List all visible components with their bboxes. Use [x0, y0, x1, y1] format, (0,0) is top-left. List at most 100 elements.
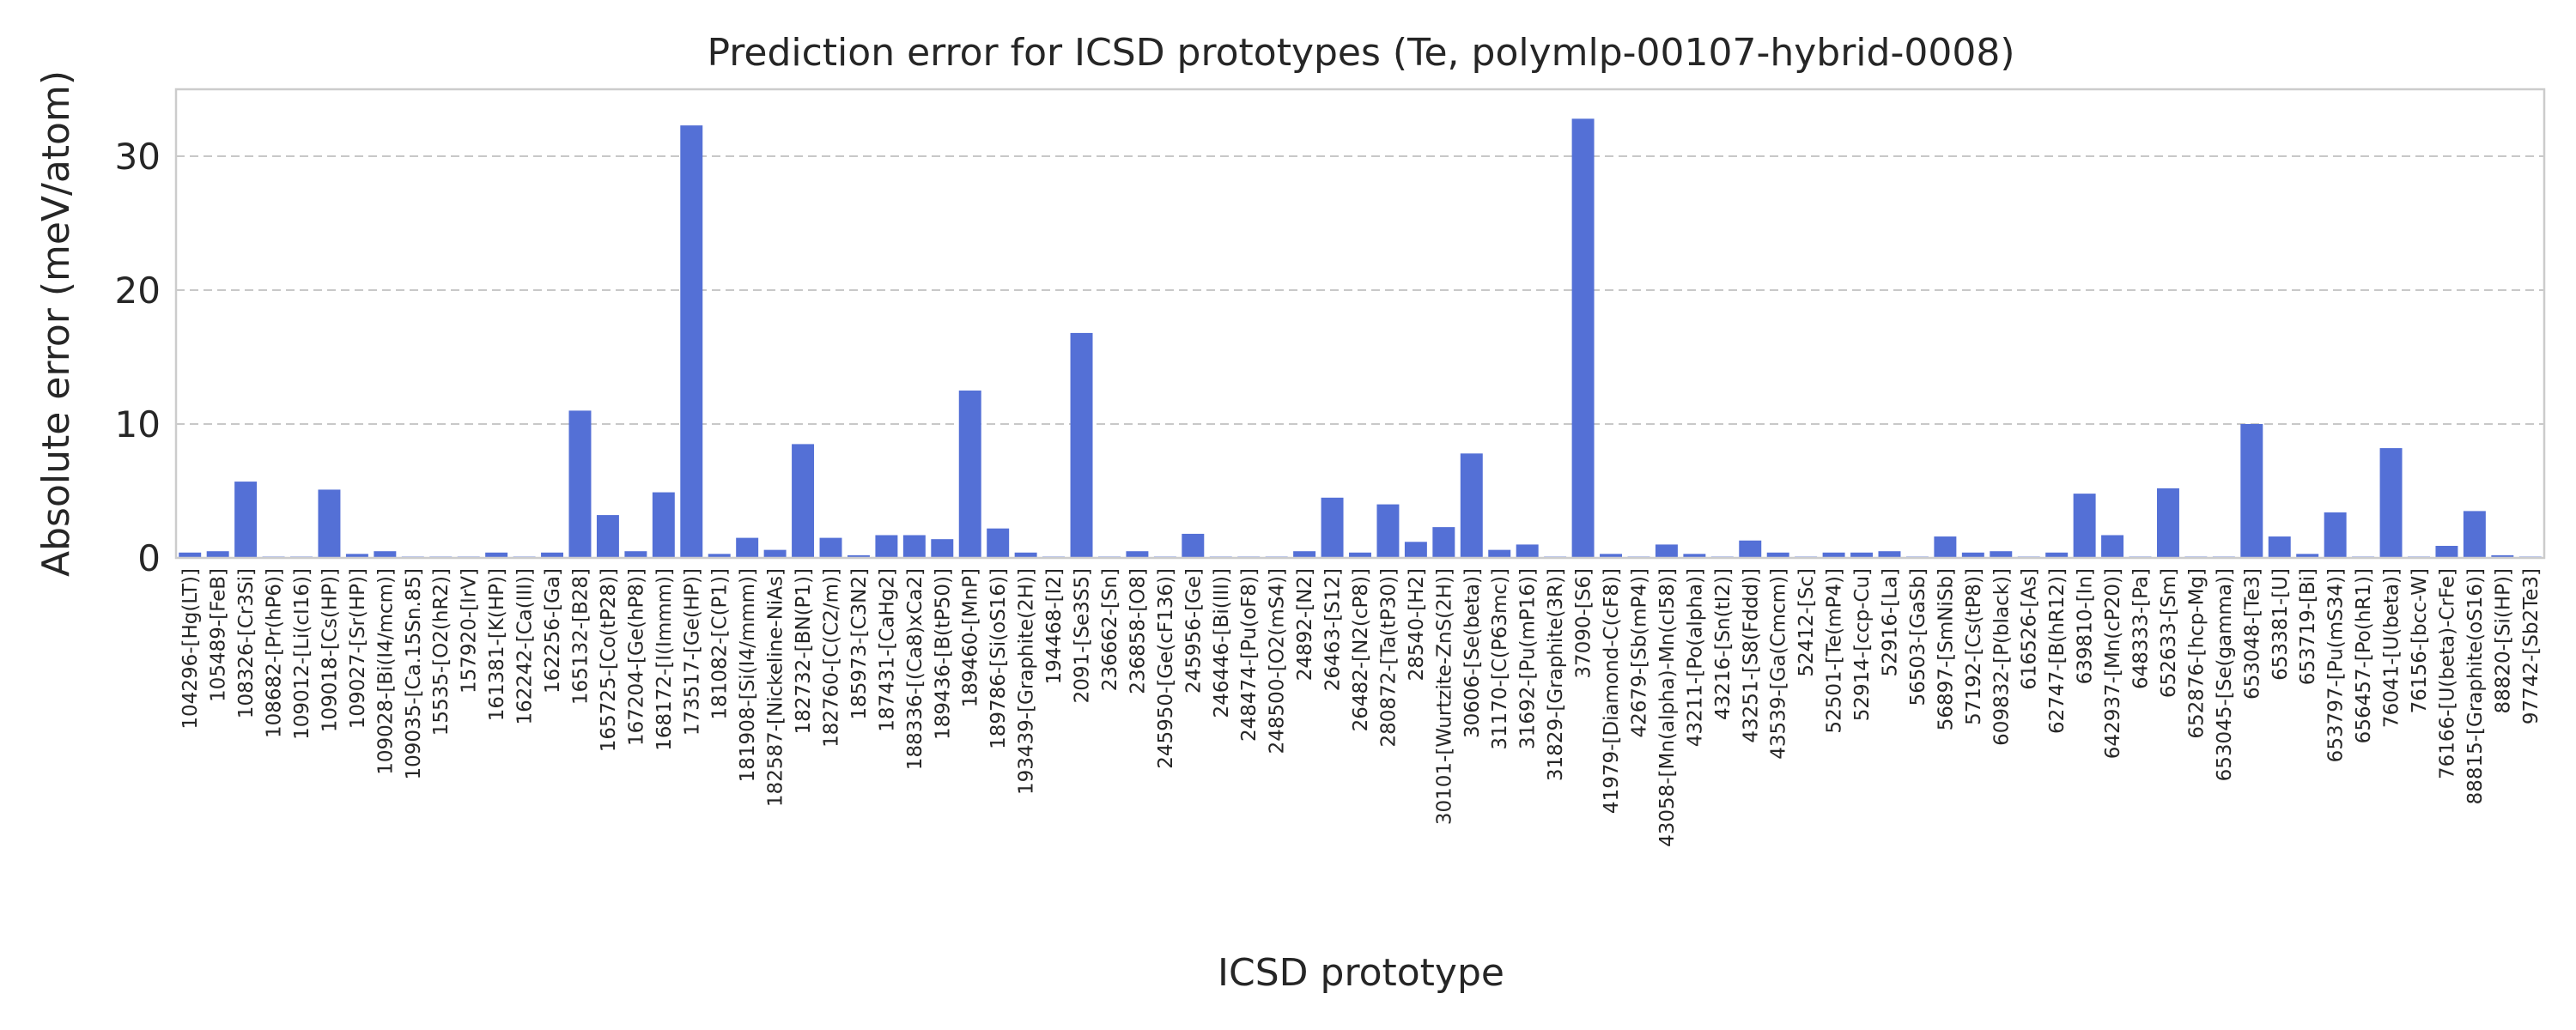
x-tick-label: 162242-[Ca(III)]	[514, 568, 537, 725]
bar	[568, 410, 592, 558]
bar	[1126, 551, 1149, 558]
bar	[1376, 504, 1400, 558]
bar	[1822, 552, 1845, 558]
x-tick-label: 182587-[Nickeline-NiAs]	[765, 568, 787, 807]
x-tick-label: 189786-[Si(oS16)]	[987, 568, 1010, 749]
x-tick-label: 31170-[C(P63mc)]	[1489, 568, 1511, 750]
bar	[652, 492, 675, 558]
x-tick-label: 245950-[Ge(cF136)]	[1155, 568, 1177, 769]
bar	[1070, 332, 1093, 558]
x-tick-label: 43216-[Sn(tI2)]	[1712, 568, 1735, 720]
x-tick-label: 656457-[Po(hR1)]	[2353, 568, 2375, 743]
x-tick-label: 616526-[As]	[2019, 568, 2041, 690]
bar	[541, 552, 564, 558]
bar	[1739, 540, 1762, 558]
x-tick-label: 108682-[Pr(hP6)]	[264, 568, 286, 738]
bar	[931, 539, 954, 558]
bar	[792, 444, 815, 558]
bar	[1460, 453, 1483, 558]
bar	[680, 125, 703, 558]
x-tick-label: 189460-[MnP]	[960, 568, 982, 707]
y-tick-label: 0	[137, 537, 161, 579]
x-tick-label: 194468-[I2]	[1043, 568, 1066, 684]
bar	[1571, 118, 1595, 558]
x-tick-label: 181082-[C(P1)]	[709, 568, 732, 720]
x-tick-label: 31692-[Pu(mP16)]	[1517, 568, 1540, 749]
x-tick-label: 15535-[O2(hR2)]	[430, 568, 453, 736]
x-tick-label: 104296-[Hg(LT)]	[179, 568, 202, 730]
x-tick-label: 193439-[Graphite(2H)]	[1016, 568, 1038, 795]
bar	[596, 515, 619, 558]
x-tick-label: 108326-[Cr3Si]	[235, 568, 258, 718]
grid-lines	[176, 155, 2544, 425]
y-tick-label: 30	[115, 136, 161, 178]
bar	[708, 554, 731, 558]
x-tick-label: 639810-[In]	[2075, 568, 2097, 684]
x-tick-label: 245956-[Ge]	[1182, 568, 1205, 694]
x-tick-label: 182732-[BN(P1)]	[793, 568, 815, 734]
x-tick-label: 167204-[Ge(hP8)]	[625, 568, 647, 746]
x-tick-label: 56897-[SmNiSb]	[1935, 568, 1957, 730]
bar	[1404, 542, 1427, 558]
x-tick-label: 181908-[Si(I4/mmm)]	[737, 568, 759, 782]
x-tick-label: 105489-[FeB]	[208, 568, 230, 702]
bar	[736, 537, 759, 558]
y-tick-labels: 0 10 20 30	[115, 136, 161, 579]
x-tick-label: 43251-[S8(Fddd)]	[1740, 568, 1762, 743]
bar	[902, 535, 926, 558]
x-tick-label: 109027-[Sr(HP)]	[347, 568, 369, 729]
x-tick-label: 88820-[Si(HP)]	[2492, 568, 2514, 714]
bar	[1600, 554, 1623, 558]
bar	[2101, 535, 2124, 558]
bar	[2268, 536, 2291, 558]
bar	[1349, 552, 1371, 558]
bar	[847, 554, 870, 558]
x-tick-label: 76041-[U(beta)]	[2381, 568, 2403, 728]
x-tick-label: 248500-[O2(mS4)]	[1267, 568, 1289, 754]
bar	[374, 551, 397, 558]
bar	[819, 537, 842, 558]
x-tick-label: 652633-[Sm]	[2158, 568, 2180, 698]
bar	[1014, 552, 1037, 558]
x-tick-label: 653719-[Bi]	[2297, 568, 2319, 685]
bar	[2296, 554, 2319, 558]
x-axis-label: ICSD prototype	[1218, 951, 1504, 995]
bar	[2045, 552, 2069, 558]
bar	[1488, 549, 1511, 558]
x-tick-label: 187431-[CaHg2]	[876, 568, 898, 732]
x-tick-label: 43211-[Po(alpha)]	[1684, 568, 1706, 747]
bar	[624, 551, 647, 558]
bar	[1432, 527, 1455, 558]
x-tick-label: 609832-[P(black)]	[1990, 568, 2013, 746]
y-axis-label: Absolute error (meV/atom)	[34, 70, 78, 577]
bar	[206, 551, 229, 558]
x-tick-labels: 104296-[Hg(LT)] 105489-[FeB] 108326-[Cr3Si…	[179, 568, 2543, 847]
bar	[1961, 552, 1984, 558]
x-tick-label: 52412-[Sc]	[1795, 568, 1818, 677]
bar	[2379, 448, 2403, 558]
x-tick-label: 26482-[N2(cP8)]	[1350, 568, 1372, 731]
x-tick-label: 188336-[(Ca8)xCa2]	[904, 568, 927, 770]
x-tick-label: 52916-[La]	[1879, 568, 1901, 676]
x-tick-label: 642937-[Mn(cP20)]	[2102, 568, 2124, 759]
bar	[1683, 554, 1706, 558]
bar	[1850, 552, 1874, 558]
x-tick-label: 30101-[Wurtzite-ZnS(2H)]	[1433, 568, 1455, 825]
x-tick-label: 109035-[Ca.15Sn.85]	[403, 568, 425, 780]
x-tick-label: 26463-[S12]	[1322, 568, 1345, 691]
bar	[2073, 494, 2096, 558]
x-tick-label: 109012-[Li(cI16)]	[291, 568, 313, 740]
bar	[318, 489, 341, 558]
x-tick-label: 52501-[Te(mP4)]	[1824, 568, 1846, 734]
bar	[1766, 552, 1789, 558]
x-tick-label: 57192-[Cs(tP8)]	[1963, 568, 1985, 725]
bar	[1293, 551, 1316, 558]
x-tick-label: 42679-[Sb(mP4)]	[1628, 568, 1650, 737]
bar	[2156, 488, 2179, 558]
bar	[1878, 551, 1901, 558]
bar	[485, 552, 508, 558]
bar	[2240, 424, 2263, 558]
bar	[1516, 544, 1539, 558]
y-tick-label: 20	[115, 270, 161, 312]
bar	[1934, 536, 1957, 558]
